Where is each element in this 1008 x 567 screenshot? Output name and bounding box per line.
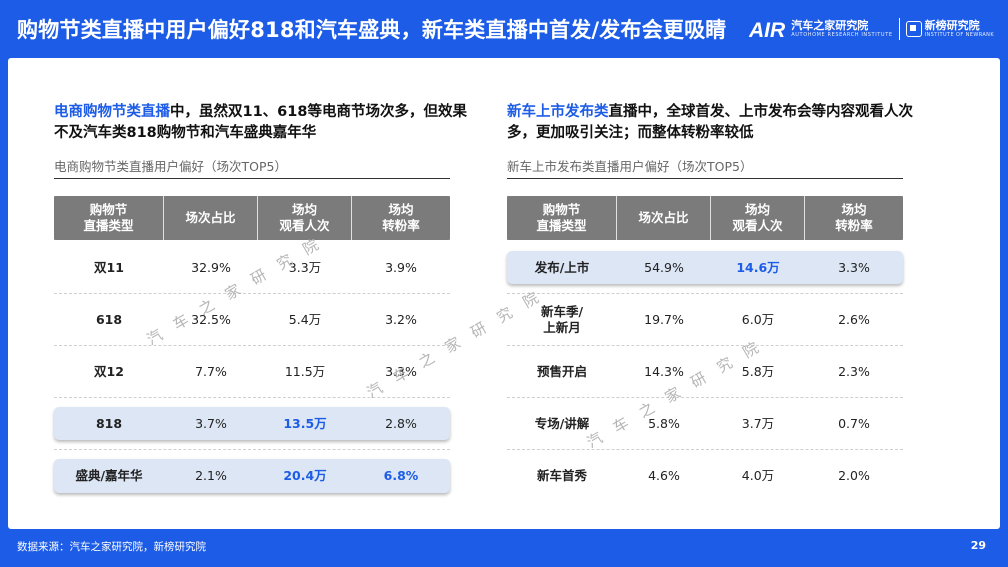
- page-number: 29: [970, 539, 986, 552]
- data-source-note: 数据来源：汽车之家研究院，新榜研究院: [17, 541, 206, 553]
- cell-conversion: 0.7%: [838, 415, 870, 431]
- cell-conversion: 2.0%: [838, 468, 870, 483]
- table-row: 新车季/ 上新月 19.7% 6.0万 2.6%: [507, 294, 903, 346]
- cell-share: 3.7%: [195, 415, 227, 431]
- left-heading: 电商购物节类直播中，虽然双11、618等电商节场次多，但效果不及汽车类818购物…: [54, 102, 474, 144]
- cell-type: 新车首秀: [536, 468, 587, 483]
- cell-type: 双12: [94, 363, 124, 379]
- cell-views: 14.6万: [736, 259, 780, 275]
- cell-type: 618: [95, 311, 123, 327]
- column-header-conversion: 场均 转粉率: [382, 202, 420, 233]
- cell-views: 5.4万: [288, 311, 322, 327]
- page-title: 购物节类直播中用户偏好818和汽车盛典，新车类直播中首发/发布会更吸睛: [17, 18, 727, 42]
- table-row: 双12 7.7% 11.5万 3.3%: [54, 346, 450, 398]
- newrank-brand: 新榜研究院 INSTITUTE OF NEWRANK: [905, 19, 994, 39]
- cell-conversion: 2.6%: [838, 311, 870, 327]
- table-row: 618 32.5% 5.4万 3.2%: [54, 294, 450, 346]
- cell-type: 发布/上市: [534, 259, 590, 275]
- cell-views: 6.0万: [741, 311, 775, 327]
- brand-name-cn: 汽车之家研究院: [791, 19, 869, 32]
- cell-conversion: 3.3%: [838, 259, 870, 275]
- cell-views: 20.4万: [283, 468, 327, 483]
- brand-name-en: AUTOHOME RESEARCH INSTITUTE: [791, 32, 893, 38]
- table-row: 预售开启 14.3% 5.8万 2.3%: [507, 346, 903, 398]
- newrank-logo-icon: [905, 21, 922, 37]
- right-table-body: 发布/上市 54.9% 14.6万 3.3% 新车季/ 上新月 19.7% 6.…: [507, 242, 903, 502]
- cell-conversion: 3.9%: [385, 259, 417, 275]
- cell-conversion: 6.8%: [383, 468, 419, 483]
- cell-type: 818: [95, 415, 123, 431]
- cell-type: 预售开启: [536, 363, 587, 379]
- cell-views: 3.7万: [741, 415, 775, 431]
- left-table-header: 购物节 直播类型 场次占比 场均 观看人次 场均 转粉率: [54, 196, 450, 240]
- cell-conversion: 2.3%: [838, 363, 870, 379]
- right-heading: 新车上市发布类直播中，全球首发、上市发布会等内容观看人次多，更加吸引关注；而整体…: [507, 102, 917, 144]
- column-header-views: 场均 观看人次: [258, 196, 352, 240]
- right-table-header: 购物节 直播类型 场次占比 场均 观看人次 场均 转粉率: [507, 196, 903, 240]
- cell-share: 19.7%: [644, 311, 684, 327]
- content-card: 电商购物节类直播中，虽然双11、618等电商节场次多，但效果不及汽车类818购物…: [8, 58, 1000, 529]
- cell-views: 11.5万: [284, 363, 326, 379]
- left-heading-text: 中，虽然双11、618等电商节场次多，但效果不及汽车类818购物节和汽车盛典嘉年…: [54, 104, 467, 141]
- cell-conversion: 2.8%: [385, 415, 417, 431]
- cell-type: 盛典/嘉年华: [75, 468, 143, 483]
- table-row: 双11 32.9% 3.3万 3.9%: [54, 242, 450, 294]
- left-heading-highlight: 电商购物节类直播: [54, 104, 170, 120]
- table-row-highlighted: 盛典/嘉年华 2.1% 20.4万 6.8%: [54, 450, 450, 502]
- cell-share: 5.8%: [648, 415, 680, 431]
- cell-share: 32.9%: [191, 259, 231, 275]
- cell-share: 2.1%: [195, 468, 227, 483]
- column-header-conversion: 场均 转粉率: [835, 202, 873, 233]
- column-header-share: 场次占比: [617, 196, 711, 240]
- cell-conversion: 3.3%: [385, 363, 417, 379]
- right-heading-highlight: 新车上市发布类: [507, 104, 609, 120]
- partner-name-en: INSTITUTE OF NEWRANK: [924, 32, 994, 38]
- cell-share: 4.6%: [648, 468, 680, 483]
- cell-conversion: 3.2%: [385, 311, 417, 327]
- left-table-caption: 电商购物节类直播用户偏好（场次TOP5）: [54, 159, 287, 174]
- cell-share: 54.9%: [644, 259, 684, 275]
- left-table-body: 双11 32.9% 3.3万 3.9% 618 32.5% 5.4万 3.2% …: [54, 242, 450, 502]
- cell-views: 3.3万: [288, 259, 322, 275]
- cell-views: 13.5万: [283, 415, 327, 431]
- cell-type: 专场/讲解: [534, 415, 590, 431]
- cell-share: 7.7%: [195, 363, 227, 379]
- cell-type: 新车季/ 上新月: [540, 303, 584, 335]
- column-header-type: 购物节 直播类型: [507, 196, 617, 240]
- autohome-research-brand: 汽车之家研究院 AUTOHOME RESEARCH INSTITUTE: [791, 19, 892, 39]
- brand-separator: [898, 18, 900, 40]
- cell-share: 32.5%: [191, 311, 231, 327]
- svg-text:AIR: AIR: [749, 19, 786, 42]
- air-logo-icon: AIR: [749, 19, 786, 42]
- table-row: 专场/讲解 5.8% 3.7万 0.7%: [507, 398, 903, 450]
- right-caption-rule: [507, 178, 903, 179]
- cell-share: 14.3%: [644, 363, 684, 379]
- column-header-views: 场均 观看人次: [711, 196, 805, 240]
- table-row-highlighted: 818 3.7% 13.5万 2.8%: [54, 398, 450, 450]
- right-table-caption: 新车上市发布类直播用户偏好（场次TOP5）: [507, 159, 753, 174]
- left-caption-rule: [54, 178, 450, 179]
- brand-logos: AIR 汽车之家研究院 AUTOHOME RESEARCH INSTITUTE …: [749, 16, 994, 42]
- cell-views: 5.8万: [741, 363, 775, 379]
- table-row-highlighted: 发布/上市 54.9% 14.6万 3.3%: [507, 242, 903, 294]
- cell-type: 双11: [94, 259, 124, 275]
- column-header-type: 购物节 直播类型: [54, 196, 164, 240]
- table-row: 新车首秀 4.6% 4.0万 2.0%: [507, 450, 903, 502]
- column-header-share: 场次占比: [164, 196, 258, 240]
- partner-name-cn: 新榜研究院: [924, 19, 980, 32]
- cell-views: 4.0万: [741, 468, 775, 483]
- right-heading-text: 直播中，全球首发、上市发布会等内容观看人次多，更加吸引关注；而整体转粉率较低: [507, 104, 913, 141]
